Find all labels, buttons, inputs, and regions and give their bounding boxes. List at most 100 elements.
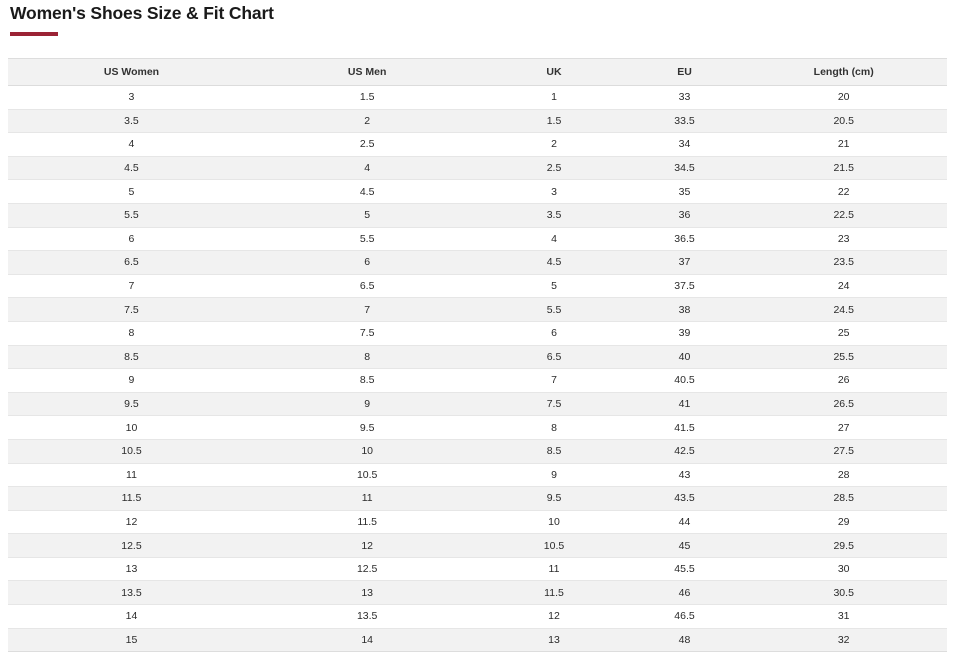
cell-eu: 41 xyxy=(628,392,741,417)
cell-eu: 46.5 xyxy=(628,604,741,629)
cell-uk: 6 xyxy=(479,321,629,346)
cell-length-cm: 31 xyxy=(740,604,947,629)
cell-us-men: 13.5 xyxy=(254,604,480,629)
cell-length-cm: 27.5 xyxy=(740,439,947,464)
cell-us-women: 11.5 xyxy=(8,486,255,511)
cell-eu: 37.5 xyxy=(628,274,741,299)
title-block: Women's Shoes Size & Fit Chart xyxy=(0,0,954,36)
cell-us-women: 4.5 xyxy=(8,156,255,181)
cell-eu: 34 xyxy=(628,132,741,157)
cell-uk: 6.5 xyxy=(479,345,629,370)
table-row: 4 2.5 2 34 21 xyxy=(8,132,947,157)
cell-us-women: 12.5 xyxy=(8,533,255,558)
cell-eu: 42.5 xyxy=(628,439,741,464)
cell-us-women: 14 xyxy=(8,604,255,629)
table-row: 7.5 7 5.5 38 24.5 xyxy=(8,297,947,322)
column-header-uk: UK xyxy=(479,58,629,86)
table-row: 11 10.5 9 43 28 xyxy=(8,463,947,488)
cell-us-men: 6 xyxy=(254,250,480,275)
cell-length-cm: 24.5 xyxy=(740,297,947,322)
cell-us-women: 3 xyxy=(8,85,255,110)
cell-eu: 40.5 xyxy=(628,368,741,393)
cell-uk: 4.5 xyxy=(479,250,629,275)
cell-us-women: 6.5 xyxy=(8,250,255,275)
cell-length-cm: 32 xyxy=(740,628,947,652)
table-row: 3.5 2 1.5 33.5 20.5 xyxy=(8,109,947,134)
cell-eu: 39 xyxy=(628,321,741,346)
cell-uk: 3 xyxy=(479,179,629,204)
cell-length-cm: 25.5 xyxy=(740,345,947,370)
table-row: 15 14 13 48 32 xyxy=(8,628,947,652)
column-header-eu: EU xyxy=(628,58,741,86)
table-row: 4.5 4 2.5 34.5 21.5 xyxy=(8,156,947,181)
table-row: 3 1.5 1 33 20 xyxy=(8,85,947,110)
cell-us-men: 2 xyxy=(254,109,480,134)
cell-eu: 41.5 xyxy=(628,415,741,440)
title-accent-bar xyxy=(10,32,58,36)
table-header-row: US Women US Men UK EU Length (cm) xyxy=(8,58,947,86)
cell-length-cm: 20 xyxy=(740,85,947,110)
cell-length-cm: 20.5 xyxy=(740,109,947,134)
cell-length-cm: 29 xyxy=(740,510,947,535)
cell-us-men: 7.5 xyxy=(254,321,480,346)
cell-length-cm: 21 xyxy=(740,132,947,157)
cell-uk: 7 xyxy=(479,368,629,393)
column-header-length: Length (cm) xyxy=(740,58,947,86)
cell-us-men: 14 xyxy=(254,628,480,652)
cell-eu: 44 xyxy=(628,510,741,535)
size-chart-table-container: US Women US Men UK EU Length (cm) 3 1.5 1 3… xyxy=(8,58,947,652)
cell-us-women: 10.5 xyxy=(8,439,255,464)
cell-length-cm: 22.5 xyxy=(740,203,947,228)
cell-length-cm: 22 xyxy=(740,179,947,204)
table-body: 3 1.5 1 33 20 3.5 2 1.5 33.5 20.5 4 2.5 2 34 21 4.5 4 2.5… xyxy=(8,85,947,652)
cell-us-men: 4 xyxy=(254,156,480,181)
cell-us-women: 10 xyxy=(8,415,255,440)
cell-us-men: 11.5 xyxy=(254,510,480,535)
cell-uk: 1.5 xyxy=(479,109,629,134)
cell-uk: 11 xyxy=(479,557,629,582)
cell-eu: 36.5 xyxy=(628,227,741,252)
cell-us-men: 2.5 xyxy=(254,132,480,157)
cell-us-men: 7 xyxy=(254,297,480,322)
cell-us-men: 13 xyxy=(254,580,480,606)
cell-uk: 3.5 xyxy=(479,203,629,228)
table-row: 7 6.5 5 37.5 24 xyxy=(8,274,947,299)
cell-us-women: 8.5 xyxy=(8,345,255,370)
cell-us-men: 5 xyxy=(254,203,480,228)
cell-us-women: 9 xyxy=(8,368,255,393)
cell-eu: 45 xyxy=(628,533,741,558)
cell-length-cm: 30 xyxy=(740,557,947,582)
cell-uk: 9.5 xyxy=(479,486,629,511)
table-row: 5.5 5 3.5 36 22.5 xyxy=(8,203,947,228)
table-row: 9 8.5 7 40.5 26 xyxy=(8,368,947,393)
column-header-us-men: US Men xyxy=(254,58,480,86)
cell-us-women: 6 xyxy=(8,227,255,252)
cell-uk: 10.5 xyxy=(479,533,629,558)
cell-us-women: 13.5 xyxy=(8,580,255,606)
cell-us-women: 15 xyxy=(8,628,255,652)
table-row: 10.5 10 8.5 42.5 27.5 xyxy=(8,439,947,464)
table-row: 13 12.5 11 45.5 30 xyxy=(8,557,947,582)
cell-uk: 7.5 xyxy=(479,392,629,417)
cell-us-women: 11 xyxy=(8,463,255,488)
cell-us-men: 5.5 xyxy=(254,227,480,252)
cell-eu: 38 xyxy=(628,297,741,322)
cell-us-men: 8 xyxy=(254,345,480,370)
column-header-us-women: US Women xyxy=(8,58,255,86)
cell-us-women: 5 xyxy=(8,179,255,204)
cell-uk: 11.5 xyxy=(479,580,629,606)
cell-uk: 9 xyxy=(479,463,629,488)
cell-uk: 5.5 xyxy=(479,297,629,322)
cell-us-men: 9 xyxy=(254,392,480,417)
cell-uk: 4 xyxy=(479,227,629,252)
cell-eu: 45.5 xyxy=(628,557,741,582)
cell-us-women: 5.5 xyxy=(8,203,255,228)
cell-us-men: 6.5 xyxy=(254,274,480,299)
cell-length-cm: 26 xyxy=(740,368,947,393)
cell-uk: 10 xyxy=(479,510,629,535)
cell-eu: 43.5 xyxy=(628,486,741,511)
cell-us-women: 7 xyxy=(8,274,255,299)
cell-us-men: 12.5 xyxy=(254,557,480,582)
table-row: 13.5 13 11.5 46 30.5 xyxy=(8,580,947,606)
table-row: 8 7.5 6 39 25 xyxy=(8,321,947,346)
